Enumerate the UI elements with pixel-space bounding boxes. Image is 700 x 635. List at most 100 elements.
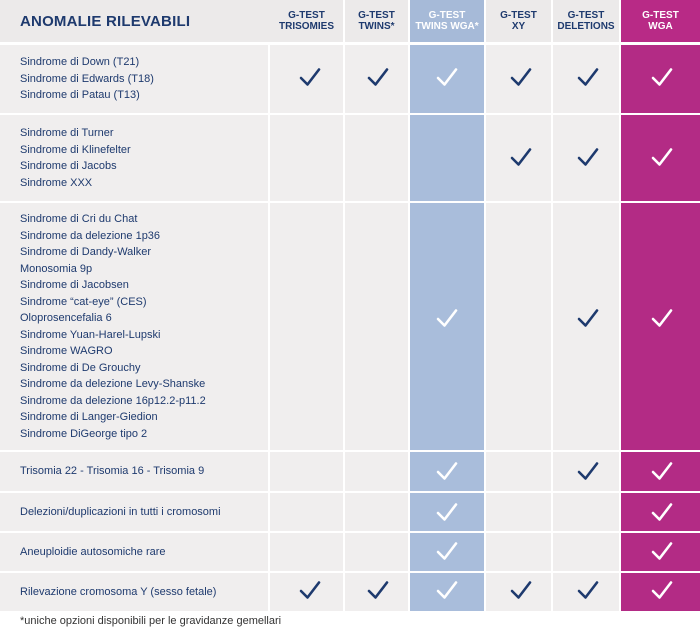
table-cell — [270, 493, 343, 531]
check-icon — [366, 579, 390, 601]
anomaly-list: Aneuploidie autosomiche rare — [20, 544, 166, 561]
anomaly-label: Sindrome di Dandy-Walker — [20, 246, 152, 258]
table-cell — [270, 115, 343, 201]
anomaly-label: Sindrome WAGRO — [20, 345, 113, 357]
table-cell — [621, 203, 700, 450]
anomaly-list: Delezioni/duplicazioni in tutti i cromos… — [20, 504, 221, 521]
anomaly-label: Sindrome di Langer-Giedion — [20, 411, 158, 423]
table-cell — [553, 533, 619, 571]
column-header-3: G-TEST XY — [486, 0, 551, 42]
table-cell — [410, 573, 484, 611]
table-title: ANOMALIE RILEVABILI — [0, 0, 270, 42]
anomaly-label: Rilevazione cromosoma Y (sesso fetale) — [20, 585, 217, 598]
table-cell — [345, 203, 408, 450]
anomaly-label: Sindrome di Jacobs — [20, 160, 117, 172]
check-icon — [650, 579, 674, 601]
anomaly-label: Sindrome da delezione 1p36 — [20, 229, 161, 242]
check-icon — [650, 460, 674, 482]
check-icon — [366, 66, 390, 88]
column-header-1: G-TEST TWINS* — [345, 0, 408, 42]
check-icon — [298, 579, 322, 601]
check-icon — [650, 146, 674, 168]
anomaly-label: Sindrome di Edwards (T18) — [20, 72, 154, 85]
anomaly-label: Sindrome di Jacobsen — [20, 279, 129, 291]
table-cell — [486, 115, 551, 201]
table-cell — [621, 452, 700, 491]
anomaly-label: Sindrome di Cri du Chat — [20, 213, 138, 225]
anomaly-label: Delezioni/duplicazioni in tutti i cromos… — [20, 505, 221, 518]
table-cell — [621, 115, 700, 201]
anomaly-label: Sindrome di De Grouchy — [20, 361, 141, 374]
check-icon — [650, 66, 674, 88]
check-icon — [576, 579, 600, 601]
check-icon — [576, 307, 600, 329]
column-header-2: G-TEST TWINS WGA* — [410, 0, 484, 42]
table-cell — [270, 45, 343, 113]
anomaly-label: Monosomia 9p — [20, 262, 93, 275]
column-header-5: G-TEST WGA — [621, 0, 700, 42]
column-header-line2: TRISOMIES — [278, 21, 334, 32]
anomaly-label: Sindrome di Patau (T13) — [20, 89, 140, 102]
check-icon — [509, 579, 533, 601]
anomaly-label: Sindrome di Turner — [20, 127, 114, 139]
table-row — [0, 533, 268, 571]
check-icon — [650, 307, 674, 329]
check-icon — [650, 540, 674, 562]
anomaly-label: Sindrome di Klinefelter — [20, 143, 131, 156]
table-cell — [270, 533, 343, 571]
check-icon — [509, 146, 533, 168]
anomaly-label: Sindrome da delezione 16p12.2-p11.2 — [20, 394, 206, 407]
check-icon — [435, 579, 459, 601]
table-cell — [553, 573, 619, 611]
table-cell — [486, 573, 551, 611]
column-header-line1: G-TEST — [642, 9, 679, 21]
column-header-line2: TWINS* — [358, 21, 395, 32]
table-cell — [621, 573, 700, 611]
table-cell — [553, 115, 619, 201]
column-header-line2: TWINS WGA* — [415, 21, 479, 32]
check-icon — [650, 501, 674, 523]
column-header-line2: WGA — [648, 21, 673, 32]
check-icon — [435, 460, 459, 482]
table-cell — [486, 452, 551, 491]
check-icon — [576, 460, 600, 482]
anomaly-label: Sindrome di Down (T21) — [20, 56, 140, 69]
table-cell — [410, 533, 484, 571]
anomaly-list: Sindrome di Turner Sindrome di Klinefelte… — [20, 125, 131, 191]
check-icon — [576, 66, 600, 88]
anomaly-label: Sindrome da delezione Levy-Shanske — [20, 378, 206, 390]
table-cell — [621, 533, 700, 571]
footnote: *uniche opzioni disponibili per le gravi… — [20, 615, 282, 627]
table-cell — [486, 533, 551, 571]
column-header-line1: G-TEST — [358, 9, 395, 21]
table-cell — [345, 493, 408, 531]
table-cell — [553, 45, 619, 113]
table-row — [0, 573, 268, 611]
column-header-4: G-TEST DELETIONS — [553, 0, 619, 42]
anomaly-label: Aneuploidie autosomiche rare — [20, 545, 166, 558]
check-icon — [509, 66, 533, 88]
anomaly-label: Sindrome Yuan-Harel-Lupski — [20, 328, 161, 341]
check-icon — [435, 540, 459, 562]
table-cell — [270, 573, 343, 611]
table-cell — [621, 493, 700, 531]
table-cell — [553, 493, 619, 531]
table-cell — [270, 452, 343, 491]
column-header-line1: G-TEST — [567, 9, 605, 21]
table-cell — [345, 115, 408, 201]
anomaly-list: Sindrome di Cri du Chat Sindrome da delez… — [20, 211, 206, 442]
table-cell — [553, 452, 619, 491]
table-cell — [486, 493, 551, 531]
anomaly-label: Sindrome DiGeorge tipo 2 — [20, 427, 148, 440]
table-cell — [486, 203, 551, 450]
table-cell — [486, 45, 551, 113]
anomaly-label: Sindrome “cat-eye” (CES) — [20, 295, 147, 308]
table-row — [0, 493, 268, 531]
table-cell — [410, 45, 484, 113]
anomaly-label: Sindrome XXX — [20, 176, 93, 189]
column-header-line2: XY — [511, 21, 526, 32]
table-cell — [345, 533, 408, 571]
table-cell — [621, 45, 700, 113]
column-header-0: G-TEST TRISOMIES — [270, 0, 343, 42]
column-header-line1: G-TEST — [500, 9, 537, 21]
